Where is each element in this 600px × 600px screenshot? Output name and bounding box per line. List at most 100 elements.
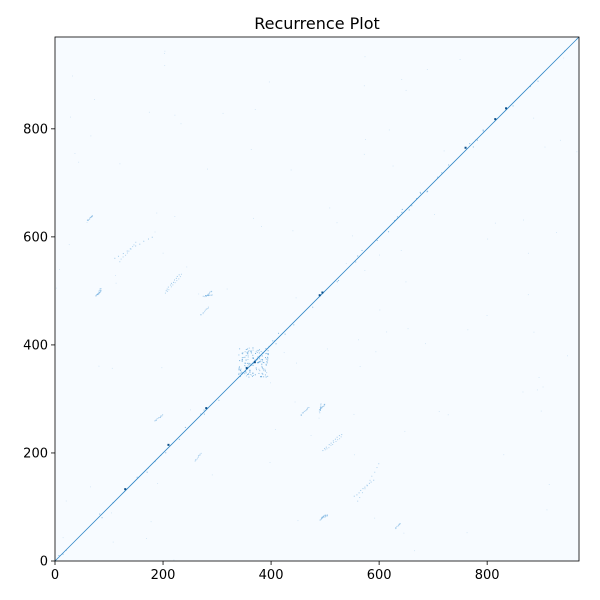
- recurrence-point: [203, 413, 205, 415]
- recurrence-point: [204, 311, 206, 313]
- recurrence-point: [522, 391, 524, 393]
- recurrence-point: [374, 517, 376, 519]
- recurrence-cluster-point: [238, 354, 240, 356]
- recurrence-point: [98, 292, 100, 294]
- recurrence-point: [210, 294, 212, 296]
- recurrence-point: [364, 270, 366, 271]
- recurrence-point: [199, 454, 201, 456]
- recurrence-point: [564, 50, 566, 52]
- recurrence-cluster-point: [260, 350, 262, 352]
- recurrence-cluster-point: [249, 373, 251, 375]
- recurrence-point: [200, 314, 202, 316]
- recurrence-point: [373, 479, 375, 481]
- recurrence-cluster-point: [249, 365, 251, 367]
- recurrence-point: [320, 407, 322, 409]
- recurrence-point: [195, 459, 197, 461]
- recurrence-point: [425, 343, 426, 345]
- recurrence-point: [208, 291, 210, 293]
- recurrence-point: [98, 291, 100, 293]
- recurrence-point: [376, 467, 378, 469]
- recurrence-point: [366, 484, 368, 486]
- recurrence-point: [154, 231, 156, 233]
- recurrence-point: [284, 333, 286, 335]
- recurrence-strong-point: [205, 407, 208, 410]
- recurrence-point: [305, 410, 307, 412]
- y-tick-label: 400: [23, 338, 48, 353]
- recurrence-point: [89, 218, 91, 220]
- recurrence-cluster-point: [250, 363, 252, 365]
- recurrence-cluster-point: [255, 359, 257, 361]
- recurrence-point: [95, 295, 97, 297]
- recurrence-cluster-point: [255, 369, 257, 371]
- recurrence-point: [434, 214, 435, 215]
- recurrence-cluster-point: [238, 373, 240, 375]
- recurrence-point: [540, 410, 542, 412]
- recurrence-point: [364, 486, 366, 488]
- recurrence-cluster-point: [264, 370, 266, 372]
- recurrence-point: [91, 215, 93, 217]
- recurrence-point: [97, 293, 99, 295]
- recurrence-cluster-point: [250, 350, 252, 352]
- recurrence-point: [115, 275, 116, 276]
- recurrence-point: [405, 89, 407, 91]
- x-tick-label: 800: [475, 568, 500, 583]
- recurrence-point: [320, 403, 322, 405]
- recurrence-point: [324, 516, 326, 518]
- recurrence-point: [91, 215, 93, 217]
- recurrence-point: [211, 294, 213, 296]
- recurrence-cluster-point: [238, 367, 240, 369]
- recurrence-point: [162, 414, 164, 416]
- recurrence-point: [136, 476, 138, 478]
- recurrence-point: [322, 516, 324, 518]
- recurrence-point: [363, 85, 365, 87]
- recurrence-point: [339, 438, 341, 440]
- recurrence-cluster-point: [256, 359, 258, 361]
- recurrence-point: [467, 329, 469, 331]
- recurrence-point: [178, 438, 180, 440]
- recurrence-cluster-point: [262, 352, 264, 354]
- recurrence-point: [399, 523, 401, 525]
- recurrence-point: [296, 362, 297, 364]
- recurrence-point: [292, 230, 294, 232]
- recurrence-point: [100, 288, 102, 290]
- recurrence-point: [527, 294, 529, 296]
- recurrence-point: [226, 288, 228, 290]
- recurrence-point: [341, 434, 343, 436]
- recurrence-point: [369, 479, 371, 481]
- recurrence-point: [404, 430, 406, 432]
- recurrence-point: [361, 249, 363, 251]
- recurrence-point: [94, 99, 95, 100]
- recurrence-point: [306, 409, 308, 411]
- recurrence-point: [324, 447, 326, 449]
- recurrence-strong-point: [494, 118, 497, 121]
- recurrence-point: [336, 436, 338, 438]
- recurrence-point: [395, 527, 397, 529]
- recurrence-strong-point: [321, 291, 324, 294]
- recurrence-cluster-point: [259, 355, 261, 357]
- recurrence-point: [155, 419, 157, 421]
- recurrence-cluster-point: [259, 355, 261, 357]
- recurrence-point: [139, 243, 141, 245]
- recurrence-point: [207, 168, 208, 170]
- recurrence-point: [122, 256, 124, 258]
- recurrence-point: [207, 293, 209, 295]
- recurrence-cluster-point: [247, 351, 249, 353]
- recurrence-cluster-point: [245, 370, 247, 372]
- recurrence-point: [396, 216, 398, 218]
- recurrence-point: [319, 407, 321, 409]
- recurrence-point: [100, 288, 102, 290]
- recurrence-point: [302, 412, 304, 414]
- recurrence-point: [150, 521, 152, 523]
- recurrence-point: [397, 525, 399, 527]
- recurrence-point: [321, 407, 323, 409]
- recurrence-point: [253, 217, 254, 219]
- recurrence-cluster-point: [238, 366, 240, 368]
- recurrence-point: [368, 482, 370, 484]
- recurrence-cluster-point: [247, 353, 249, 355]
- recurrence-point: [135, 241, 137, 243]
- recurrence-point: [538, 376, 540, 378]
- recurrence-cluster-point: [240, 371, 242, 373]
- recurrence-point: [301, 412, 303, 414]
- x-tick-label: 200: [151, 568, 176, 583]
- recurrence-cluster-point: [258, 372, 260, 374]
